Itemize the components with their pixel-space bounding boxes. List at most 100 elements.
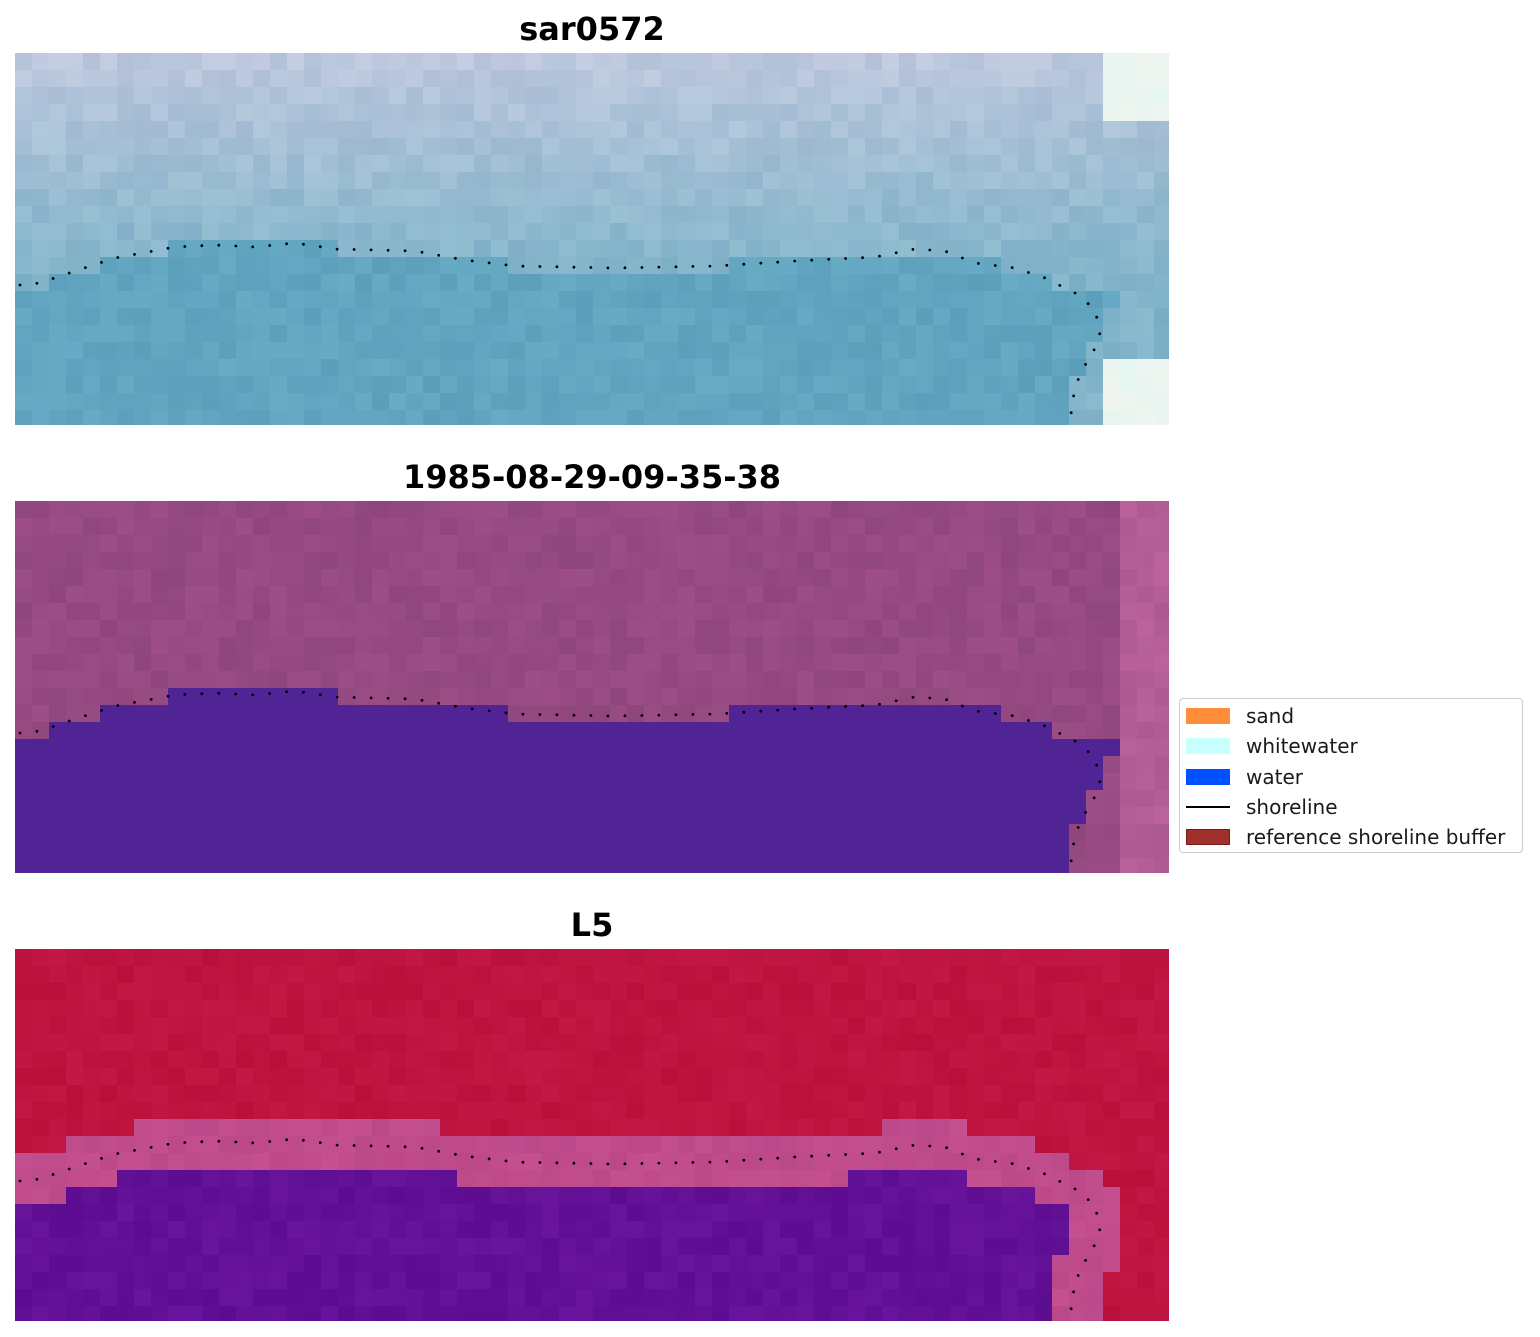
- classified-pixel: [950, 603, 968, 621]
- sar-pixel: [423, 325, 441, 343]
- index-pixel: [933, 1068, 951, 1086]
- index-pixel: [321, 1238, 339, 1256]
- classified-pixel: [389, 705, 407, 723]
- index-pixel: [457, 1170, 475, 1188]
- classified-pixel: [525, 705, 543, 723]
- classified-pixel: [355, 824, 373, 842]
- classified-pixel: [763, 722, 781, 740]
- classified-pixel: [440, 552, 458, 570]
- sar-pixel: [372, 274, 390, 292]
- index-pixel: [372, 1306, 390, 1321]
- classified-pixel: [780, 807, 798, 825]
- index-pixel: [644, 1170, 662, 1188]
- classified-pixel: [576, 807, 594, 825]
- index-pixel: [304, 1238, 322, 1256]
- index-pixel: [780, 1255, 798, 1273]
- sar-pixel: [321, 410, 339, 425]
- classified-pixel: [559, 824, 577, 842]
- classified-pixel: [967, 603, 985, 621]
- shoreline-point: [928, 1144, 932, 1148]
- sar-pixel: [678, 189, 696, 207]
- sar-pixel: [831, 53, 849, 71]
- sar-pixel: [542, 257, 560, 275]
- shoreline-point: [945, 698, 948, 702]
- sar-pixel: [967, 410, 985, 425]
- index-pixel: [1052, 1136, 1070, 1154]
- classified-pixel: [916, 858, 934, 873]
- index-pixel: [270, 1255, 288, 1273]
- sar-pixel: [270, 189, 288, 207]
- index-pixel: [49, 966, 67, 984]
- classified-pixel: [491, 586, 509, 604]
- sar-pixel: [763, 189, 781, 207]
- classified-pixel: [304, 501, 322, 519]
- classified-pixel: [712, 841, 730, 859]
- index-pixel: [338, 1102, 356, 1120]
- classified-pixel: [797, 535, 815, 553]
- classified-pixel: [950, 586, 968, 604]
- classified-pixel: [831, 501, 849, 519]
- classified-pixel: [508, 722, 526, 740]
- index-pixel: [355, 1153, 373, 1171]
- classified-pixel: [729, 552, 747, 570]
- classified-pixel: [151, 569, 169, 587]
- classified-pixel: [848, 824, 866, 842]
- sar-pixel: [763, 223, 781, 241]
- index-pixel: [1086, 1034, 1104, 1052]
- shoreline-point: [285, 690, 288, 694]
- classified-pixel: [899, 858, 917, 873]
- sar-pixel: [406, 172, 424, 190]
- sar-pixel: [1018, 138, 1036, 156]
- sar-pixel: [661, 342, 679, 360]
- classified-pixel: [406, 756, 424, 774]
- classified-pixel: [406, 705, 424, 723]
- sar-pixel: [593, 410, 611, 425]
- classified-pixel: [372, 858, 390, 873]
- classified-pixel: [899, 637, 917, 655]
- classified-pixel: [848, 603, 866, 621]
- index-pixel: [593, 1289, 611, 1307]
- classified-pixel: [134, 858, 152, 873]
- sar-pixel: [967, 172, 985, 190]
- index-pixel: [185, 1034, 203, 1052]
- index-pixel: [321, 983, 339, 1001]
- sar-pixel: [219, 393, 237, 411]
- index-pixel: [899, 1017, 917, 1035]
- sar-pixel: [1103, 410, 1121, 425]
- sar-pixel: [814, 325, 832, 343]
- classified-pixel: [338, 773, 356, 791]
- sar-pixel: [83, 240, 101, 258]
- index-pixel: [100, 949, 118, 967]
- classified-pixel: [559, 688, 577, 706]
- index-pixel: [117, 1204, 135, 1222]
- classified-pixel: [338, 705, 356, 723]
- index-pixel: [848, 1238, 866, 1256]
- classified-pixel: [559, 705, 577, 723]
- index-pixel: [236, 1255, 254, 1273]
- sar-pixel: [134, 325, 152, 343]
- sar-pixel: [1069, 206, 1087, 224]
- index-pixel: [763, 1017, 781, 1035]
- index-pixel: [916, 1000, 934, 1018]
- index-pixel: [661, 1204, 679, 1222]
- sar-pixel: [406, 155, 424, 173]
- sar-pixel: [236, 410, 254, 425]
- index-pixel: [967, 1204, 985, 1222]
- index-pixel: [695, 983, 713, 1001]
- index-pixel: [168, 1204, 186, 1222]
- sar-pixel: [168, 87, 186, 105]
- index-pixel: [1069, 1119, 1087, 1137]
- sar-pixel: [1086, 172, 1104, 190]
- sar-pixel: [423, 138, 441, 156]
- index-pixel: [899, 1221, 917, 1239]
- index-pixel: [219, 1034, 237, 1052]
- index-pixel: [678, 966, 696, 984]
- sar-pixel: [117, 223, 135, 241]
- sar-pixel: [729, 70, 747, 88]
- index-pixel: [49, 1119, 67, 1137]
- classified-pixel: [321, 756, 339, 774]
- classified-pixel: [1154, 535, 1169, 553]
- index-pixel: [933, 1272, 951, 1290]
- classified-pixel: [304, 654, 322, 672]
- sar-pixel: [372, 240, 390, 258]
